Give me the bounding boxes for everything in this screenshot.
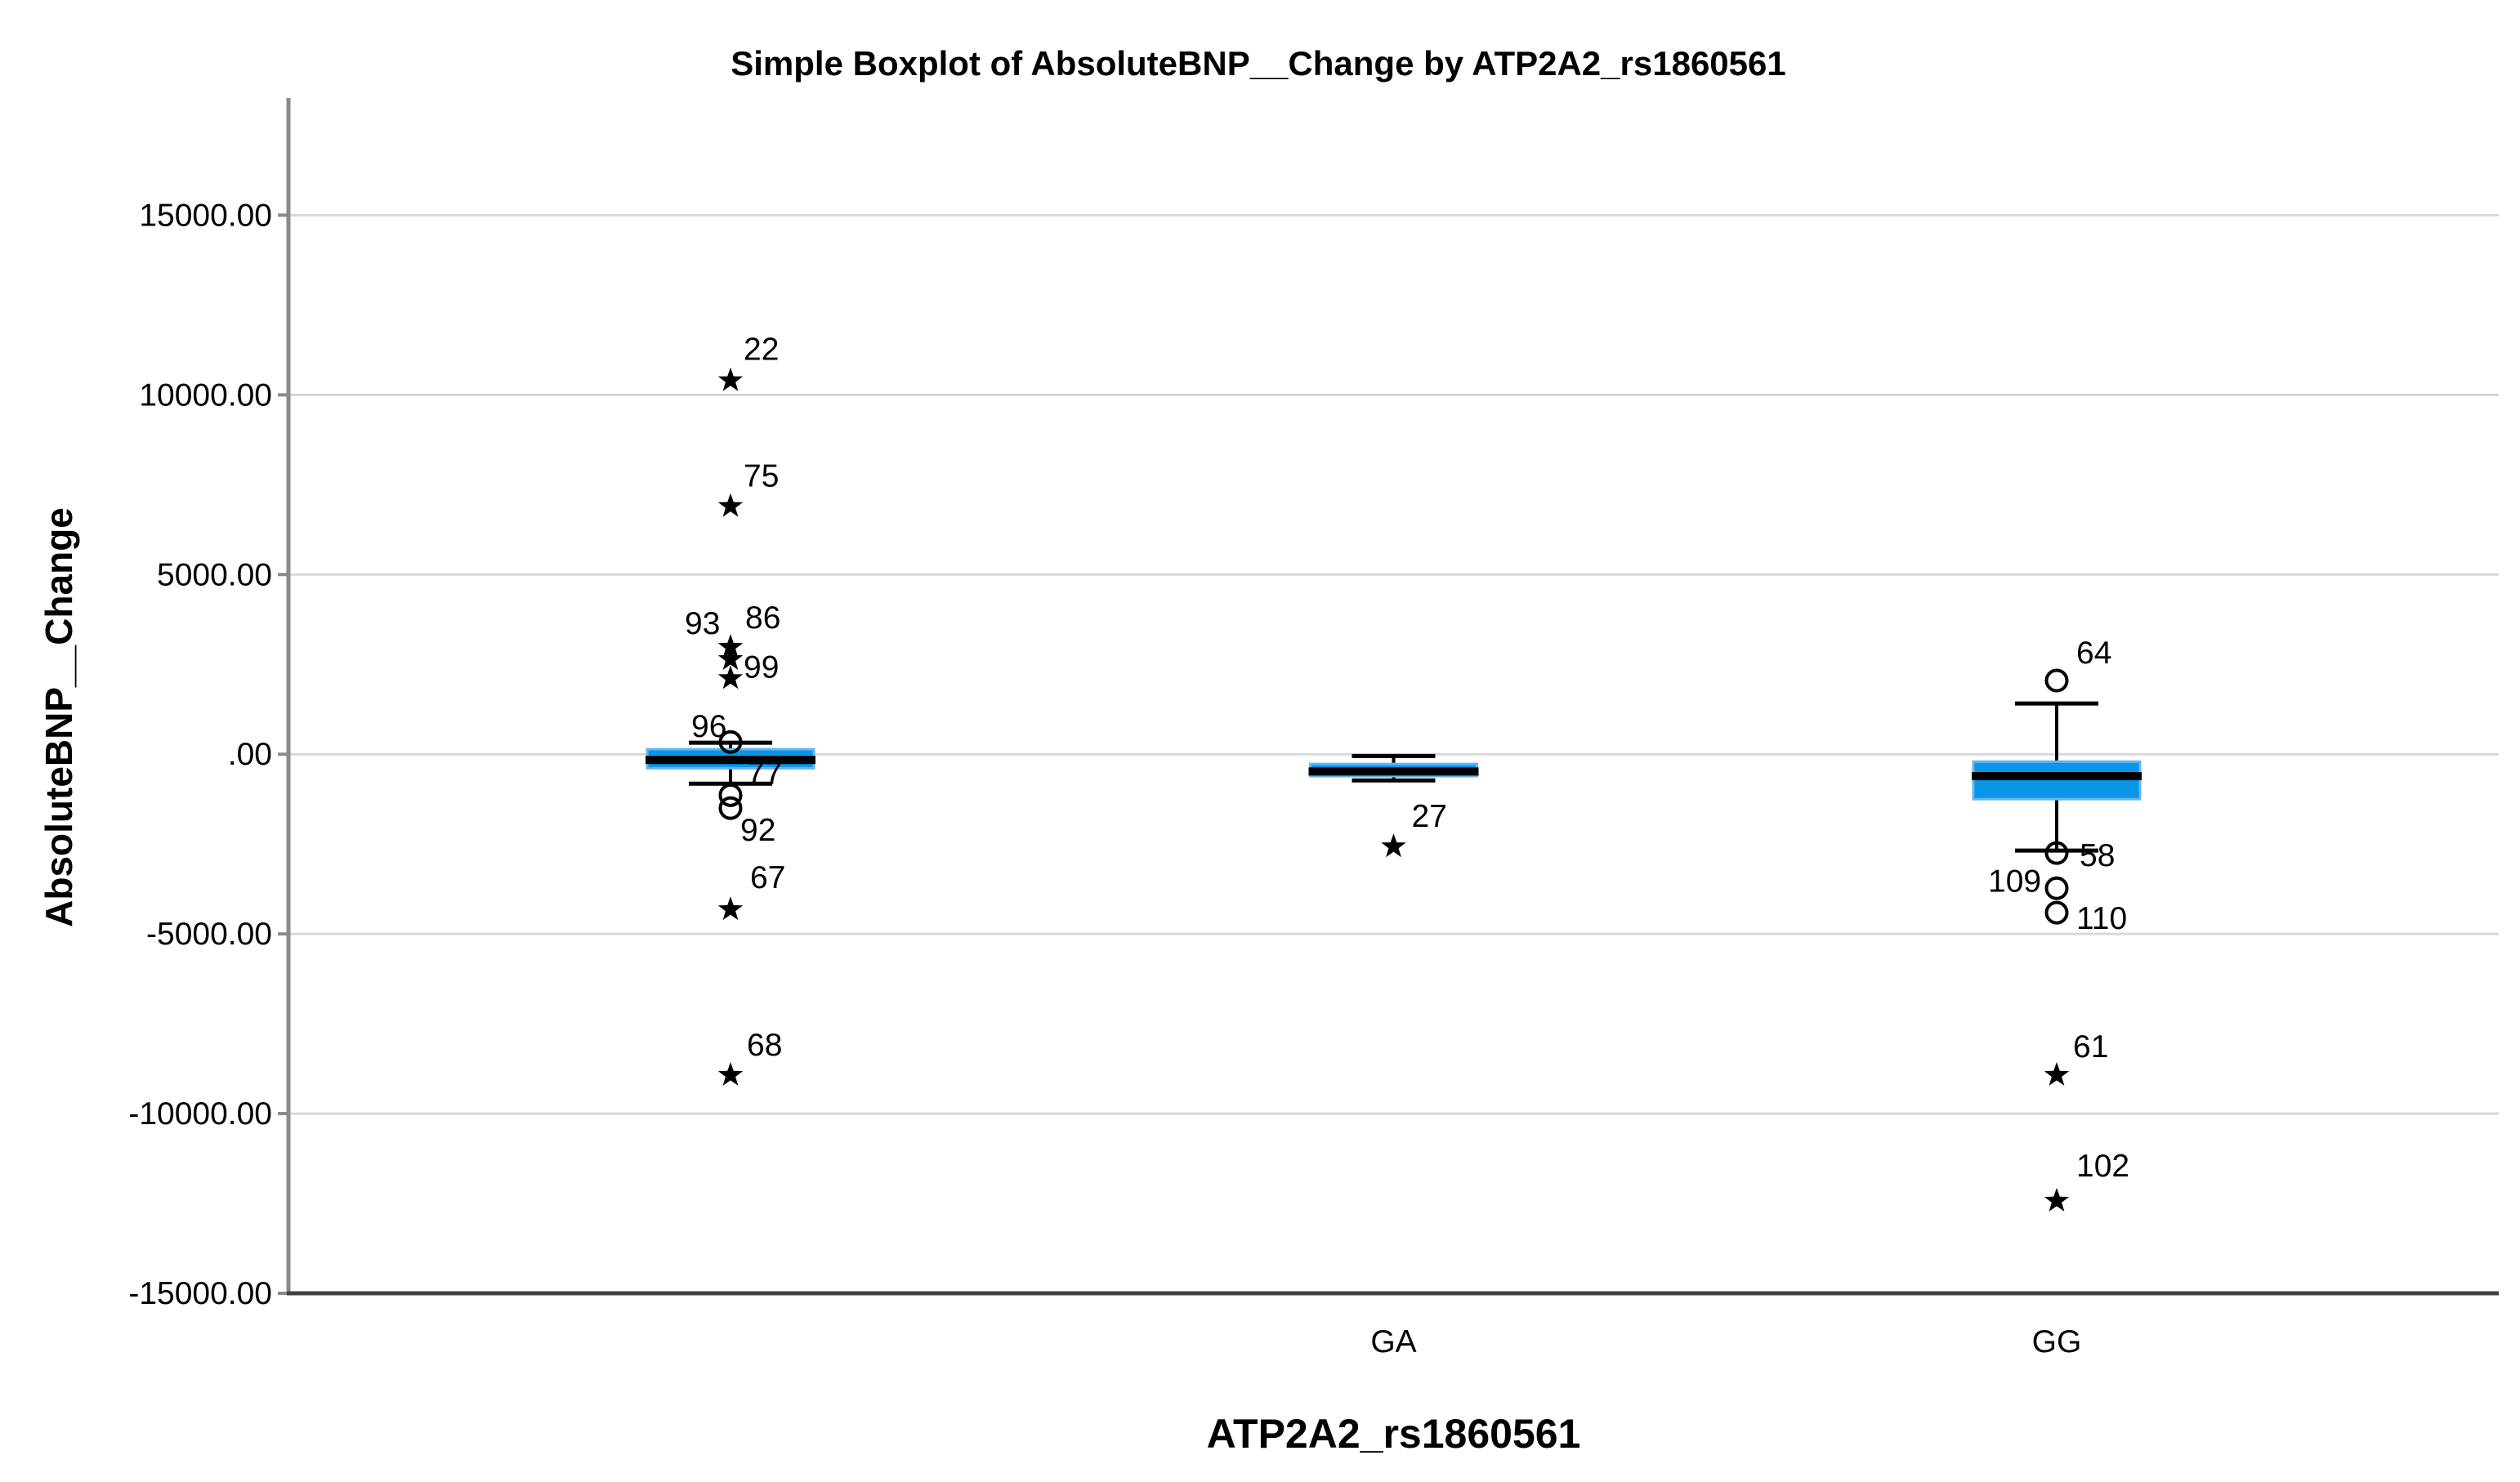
outlier-label-99: 99 xyxy=(744,649,779,685)
outlier-label-110: 110 xyxy=(2076,901,2127,936)
outlier-label-58: 58 xyxy=(2080,838,2115,873)
category-label-GA: GA xyxy=(1370,1324,1416,1359)
y-tick-label: 5000.00 xyxy=(157,557,272,592)
outlier-star-75 xyxy=(717,493,744,517)
outlier-label-93: 93 xyxy=(685,606,720,641)
boxplot-group-blank: 22 75 86 93 99 96 77 92 67 68 xyxy=(646,333,815,1086)
outlier-label-61: 61 xyxy=(2073,1029,2108,1065)
outlier-label-27: 27 xyxy=(1412,799,1447,834)
outlier-star-68 xyxy=(717,1062,744,1086)
outlier-star-93 xyxy=(717,646,744,670)
y-tick-label: .00 xyxy=(228,737,272,772)
outlier-label-64: 64 xyxy=(2076,636,2111,671)
outlier-circle-58 xyxy=(2044,841,2069,865)
outlier-star-99 xyxy=(717,665,744,690)
outlier-label-75: 75 xyxy=(744,459,779,494)
outlier-circle-110 xyxy=(2044,900,2069,925)
chart-title: Simple Boxplot of AbsoluteBNP__Change by… xyxy=(731,44,1786,83)
x-axis-title: ATP2A2_rs1860561 xyxy=(1206,1411,1581,1457)
outlier-label-77: 77 xyxy=(747,756,782,791)
outlier-circle-77 xyxy=(718,783,743,807)
outlier-label-86: 86 xyxy=(745,600,780,636)
y-tick-label: -5000.00 xyxy=(146,917,272,952)
category-label-GG: GG xyxy=(2032,1324,2082,1359)
outlier-star-22 xyxy=(717,367,744,391)
outlier-circle-109 xyxy=(2044,876,2069,900)
outlier-star-61 xyxy=(2044,1062,2070,1086)
outlier-label-68: 68 xyxy=(747,1028,782,1063)
iqr-box xyxy=(1972,760,2142,801)
outlier-label-102: 102 xyxy=(2076,1149,2129,1184)
y-tick-label: 10000.00 xyxy=(139,377,272,413)
boxplot-group-GG: 64 58 109 110 61 102 xyxy=(1972,636,2142,1212)
outlier-label-22: 22 xyxy=(744,333,779,368)
outlier-label-67: 67 xyxy=(750,860,785,895)
outlier-star-27 xyxy=(1381,833,1406,858)
outlier-star-86 xyxy=(717,634,744,658)
outlier-label-92: 92 xyxy=(740,813,775,848)
median-line xyxy=(646,756,815,765)
median-line xyxy=(1308,767,1479,776)
outlier-circle-64 xyxy=(2044,668,2069,693)
median-line xyxy=(1972,772,2142,781)
outlier-circle-96 xyxy=(718,730,743,754)
outlier-label-96: 96 xyxy=(691,709,726,744)
outlier-star-67 xyxy=(717,896,744,921)
outlier-label-109: 109 xyxy=(1988,864,2041,899)
y-tick-label: 15000.00 xyxy=(139,198,272,233)
y-tick-label: -10000.00 xyxy=(128,1096,272,1132)
outlier-star-102 xyxy=(2044,1188,2070,1212)
outlier-circle-92 xyxy=(718,796,743,820)
y-tick-label: -15000.00 xyxy=(128,1276,272,1311)
boxplot-group-GA: 27 xyxy=(1308,753,1479,858)
